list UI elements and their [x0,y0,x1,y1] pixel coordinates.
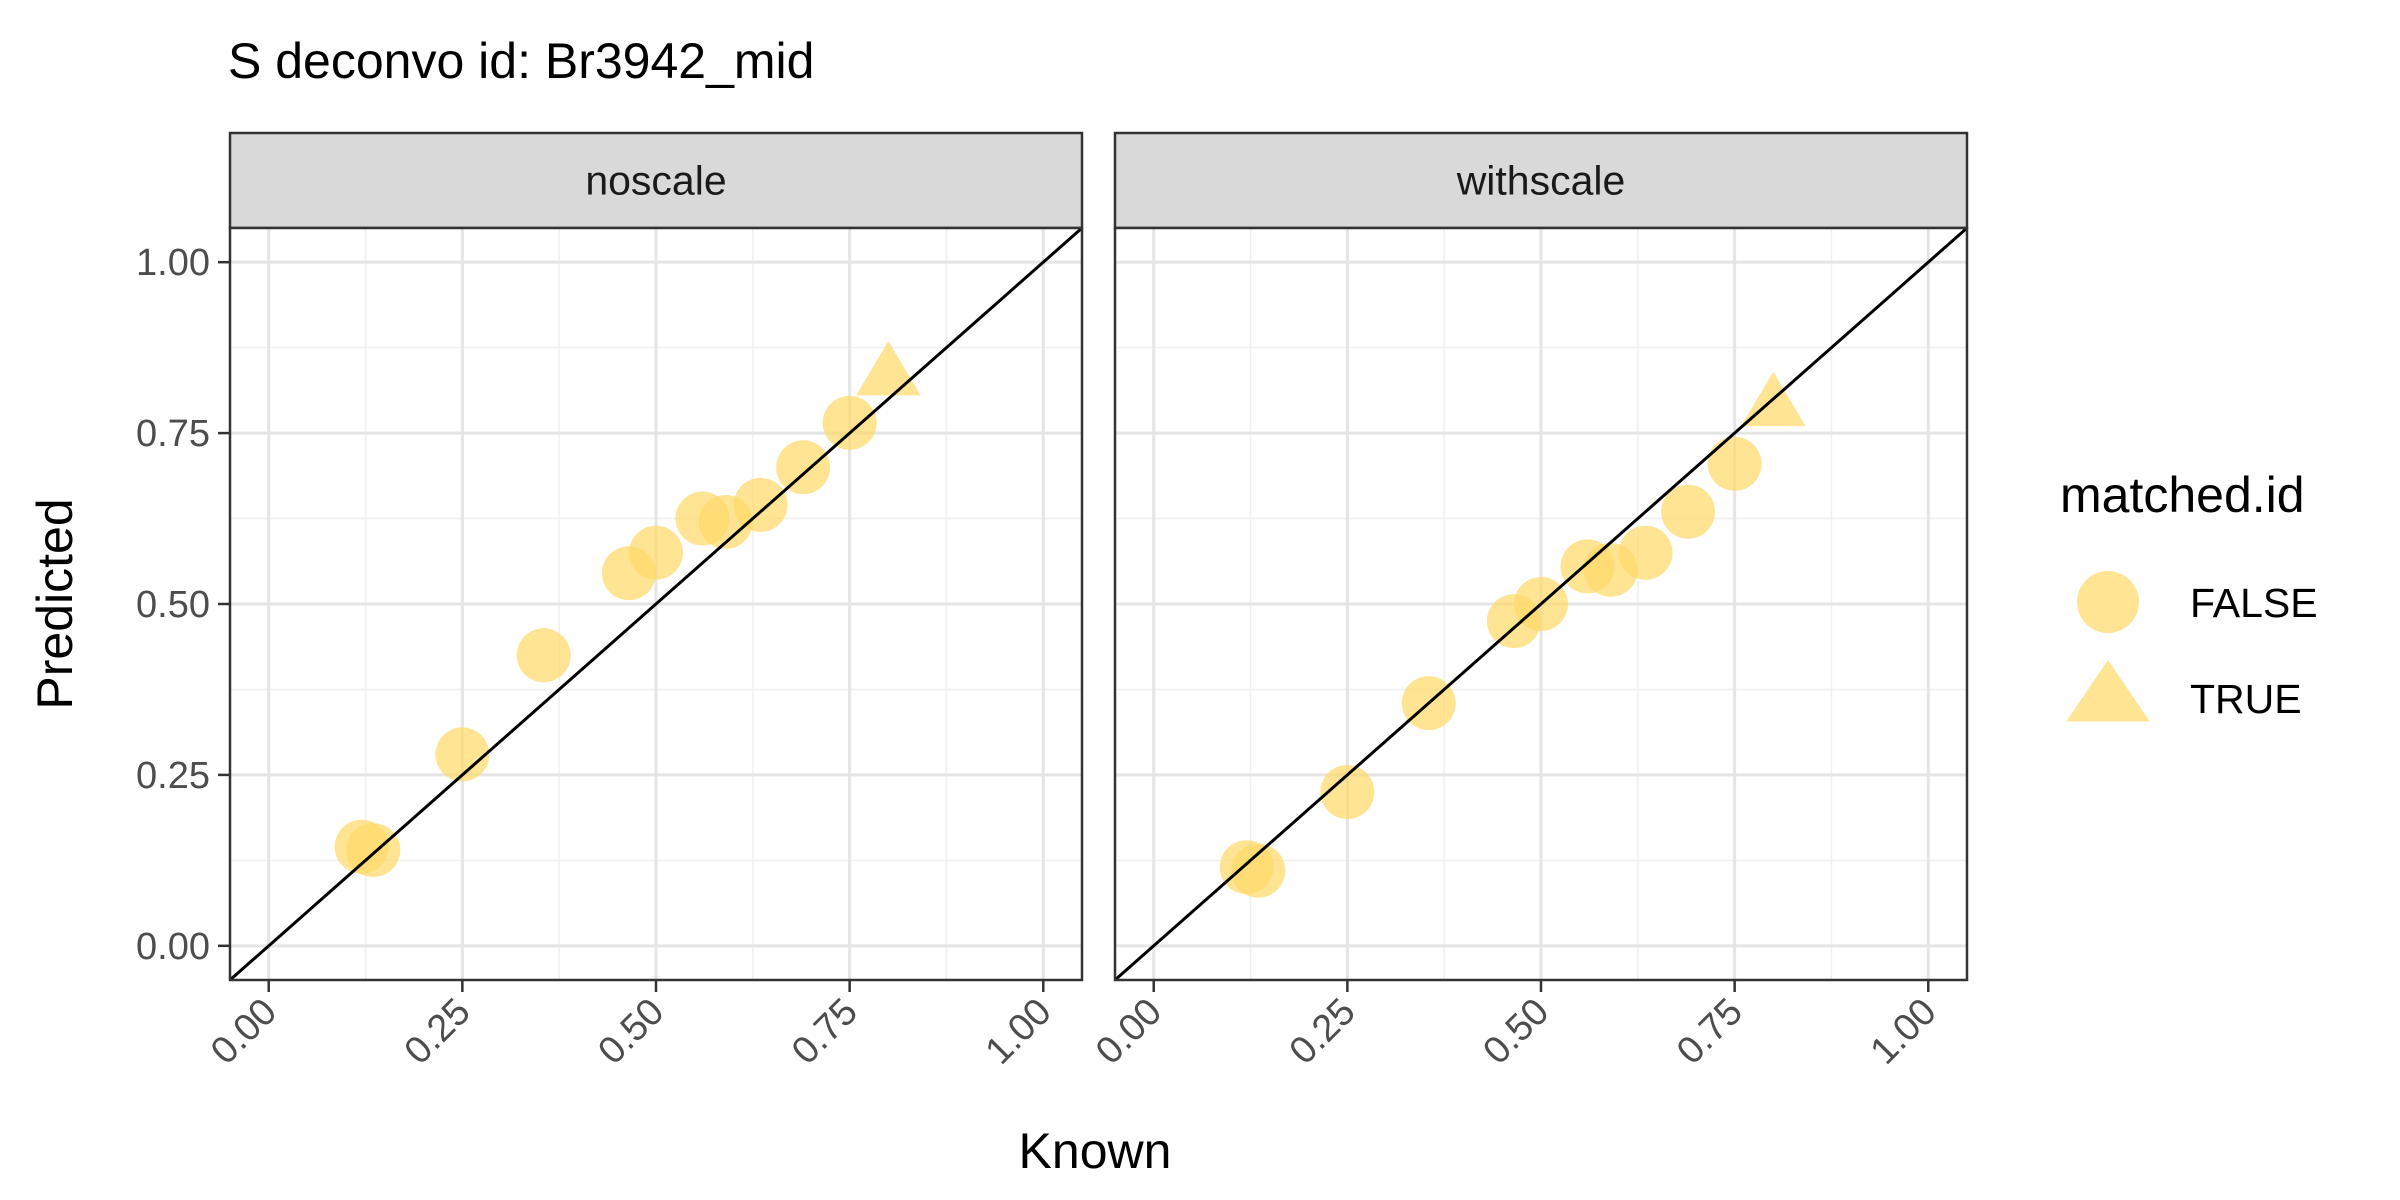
x-tick-label: 1.00 [1863,991,1945,1073]
chart-title: S deconvo id: Br3942_mid [228,33,814,89]
legend-key-triangle [2066,660,2150,722]
point-matched-false [629,525,683,580]
x-tick-label: 0.75 [784,991,866,1073]
point-matched-false [776,440,831,495]
point-matched-false [1231,843,1286,898]
y-tick-label: 0.25 [136,755,210,797]
legend-label-true: TRUE [2190,676,2302,722]
x-tick-label: 1.00 [978,991,1060,1073]
facet-panel-withscale: withscale 0.00 0.25 0.50 0.75 1.00 [1088,131,1969,1073]
facet-strip [228,131,1084,230]
y-tick-label: 0.75 [136,413,210,455]
point-matched-false [822,395,877,450]
x-tick-label: 0.00 [1088,991,1170,1073]
y-tick-label: 1.00 [136,242,210,284]
facet-strip-label: noscale [585,158,726,204]
x-tick-label: 0.00 [203,991,285,1073]
x-tick-label: 0.25 [1282,991,1364,1073]
y-tick-label: 0.50 [136,584,210,626]
legend-key-circle [2077,571,2139,633]
x-axis-title: Known [1019,1123,1172,1179]
point-matched-false [1707,436,1762,491]
identity-line [1114,226,1968,982]
facet-strip [1113,131,1969,230]
x-tick-label: 0.75 [1669,991,1751,1073]
facet-panels: noscale 0.00 0.25 0.50 0.75 1.00 0.00 0.25 0.50 0… [136,131,1969,1073]
x-tick-label: 0.50 [1475,991,1557,1073]
point-matched-false [1661,484,1716,539]
x-tick-label: 0.25 [397,991,479,1073]
y-tick-label: 0.00 [136,926,210,968]
point-matched-false [733,477,788,532]
facet-panel-noscale: noscale 0.00 0.25 0.50 0.75 1.00 0.00 0.25 0.50 0… [136,131,1084,1073]
facet-strip-label: withscale [1456,158,1626,204]
legend-title: matched.id [2060,467,2305,523]
point-matched-false [1618,525,1673,580]
x-tick-label: 0.50 [590,991,672,1073]
point-matched-false [516,628,571,683]
legend: matched.id FALSE TRUE [2060,467,2318,722]
point-matched-true [856,340,921,396]
point-matched-false [1320,765,1375,819]
y-axis-title: Predicted [27,498,83,709]
point-matched-false [435,727,490,782]
identity-line [229,226,1083,982]
legend-label-false: FALSE [2190,580,2318,626]
